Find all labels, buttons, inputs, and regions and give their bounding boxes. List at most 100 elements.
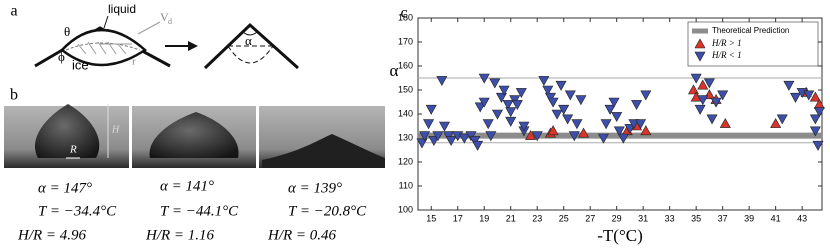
legend-label: Theoretical Prediction xyxy=(712,26,789,35)
point xyxy=(631,100,643,111)
point xyxy=(770,117,782,128)
point xyxy=(495,92,507,103)
droplet xyxy=(262,134,385,168)
point xyxy=(608,97,620,108)
point xyxy=(489,78,501,89)
legend-label: H/R < 1 xyxy=(711,50,742,60)
drop-lens xyxy=(60,28,148,67)
point xyxy=(425,104,437,115)
point xyxy=(640,90,652,101)
wedge xyxy=(34,26,171,68)
panel-label: a xyxy=(10,3,17,20)
point xyxy=(555,80,567,91)
hatch xyxy=(77,41,127,55)
alpha-text: α = 141° xyxy=(160,178,214,194)
point xyxy=(416,138,428,149)
alpha-label: α xyxy=(245,33,252,48)
point xyxy=(551,109,563,120)
point xyxy=(515,88,527,99)
point xyxy=(472,140,484,151)
dashed-arc xyxy=(227,45,274,64)
point xyxy=(597,133,609,144)
point xyxy=(803,90,815,101)
point xyxy=(690,73,702,84)
x-tick-label: 23 xyxy=(532,213,542,223)
point xyxy=(558,104,570,115)
y-tick-label: 130 xyxy=(398,132,413,142)
point xyxy=(688,84,700,95)
phi-label: ϕ xyxy=(58,49,65,64)
droplet xyxy=(34,104,100,158)
point xyxy=(518,121,530,132)
point xyxy=(783,80,795,91)
point xyxy=(628,119,640,130)
x-tick-label: 41 xyxy=(771,213,781,223)
legend-marker xyxy=(694,51,706,62)
y-tick-label: 100 xyxy=(398,204,413,214)
point xyxy=(706,114,718,125)
point xyxy=(710,97,722,108)
x-tick-label: 37 xyxy=(718,213,728,223)
x-tick-label: 17 xyxy=(453,213,463,223)
y-tick-label: 110 xyxy=(399,180,413,190)
point xyxy=(525,129,537,140)
hr-text: H/R = 0.46 xyxy=(267,227,337,243)
point xyxy=(511,100,523,111)
point xyxy=(485,131,497,142)
point xyxy=(505,107,517,118)
panel-b: b H R α = 147° T = −34.4°C H/R = 4.96 α … xyxy=(4,87,385,243)
arrowhead xyxy=(188,41,198,51)
point xyxy=(428,136,440,147)
x-tick-label: 25 xyxy=(559,213,569,223)
point xyxy=(600,119,612,130)
x-tick-label: 19 xyxy=(479,213,489,223)
r-label: r xyxy=(132,56,136,68)
x-tick-label: 21 xyxy=(506,213,516,223)
point xyxy=(776,114,788,125)
point xyxy=(538,76,550,87)
panel-a: a liquid θ V d ϕ ice r α xyxy=(6,2,300,72)
vd-sub: d xyxy=(168,17,172,26)
point xyxy=(571,119,583,130)
pointer xyxy=(103,15,109,29)
liquid-label: liquid xyxy=(108,2,136,16)
vd-label: V xyxy=(160,10,169,24)
point xyxy=(789,92,802,103)
x-axis-label: -T(°C) xyxy=(597,226,643,245)
droplet xyxy=(149,112,239,158)
y-tick-label: 180 xyxy=(398,12,413,22)
point xyxy=(617,133,629,144)
ice-label: ice xyxy=(72,57,89,72)
point xyxy=(568,131,580,142)
point xyxy=(458,133,470,144)
point xyxy=(809,114,821,125)
temp-text: T = −44.1°C xyxy=(160,203,239,219)
point xyxy=(438,121,451,132)
theta-label: θ xyxy=(64,24,70,39)
height-label: H xyxy=(111,124,120,135)
point xyxy=(604,104,616,115)
angle-arc xyxy=(242,31,258,36)
x-tick-label: 39 xyxy=(744,213,754,223)
point xyxy=(719,117,731,128)
point xyxy=(502,100,514,111)
point xyxy=(562,114,574,125)
point xyxy=(703,78,715,89)
legend-label: H/R > 1 xyxy=(711,38,742,48)
panel-c: c α -T(°C) 100 110 120 130 140 150 160 170 180 15… xyxy=(390,5,825,245)
y-tick-label: 170 xyxy=(398,36,413,46)
point xyxy=(717,90,729,101)
point xyxy=(624,124,636,135)
point xyxy=(613,126,625,137)
point xyxy=(809,126,821,137)
x-tick-label: 31 xyxy=(638,213,648,223)
point xyxy=(491,109,503,120)
legend-box xyxy=(687,21,819,67)
legend-marker xyxy=(694,38,706,49)
y-tick-label: 150 xyxy=(398,84,413,94)
point xyxy=(575,95,587,106)
point xyxy=(813,107,825,118)
point xyxy=(478,73,490,84)
panel-label: c xyxy=(400,5,407,22)
